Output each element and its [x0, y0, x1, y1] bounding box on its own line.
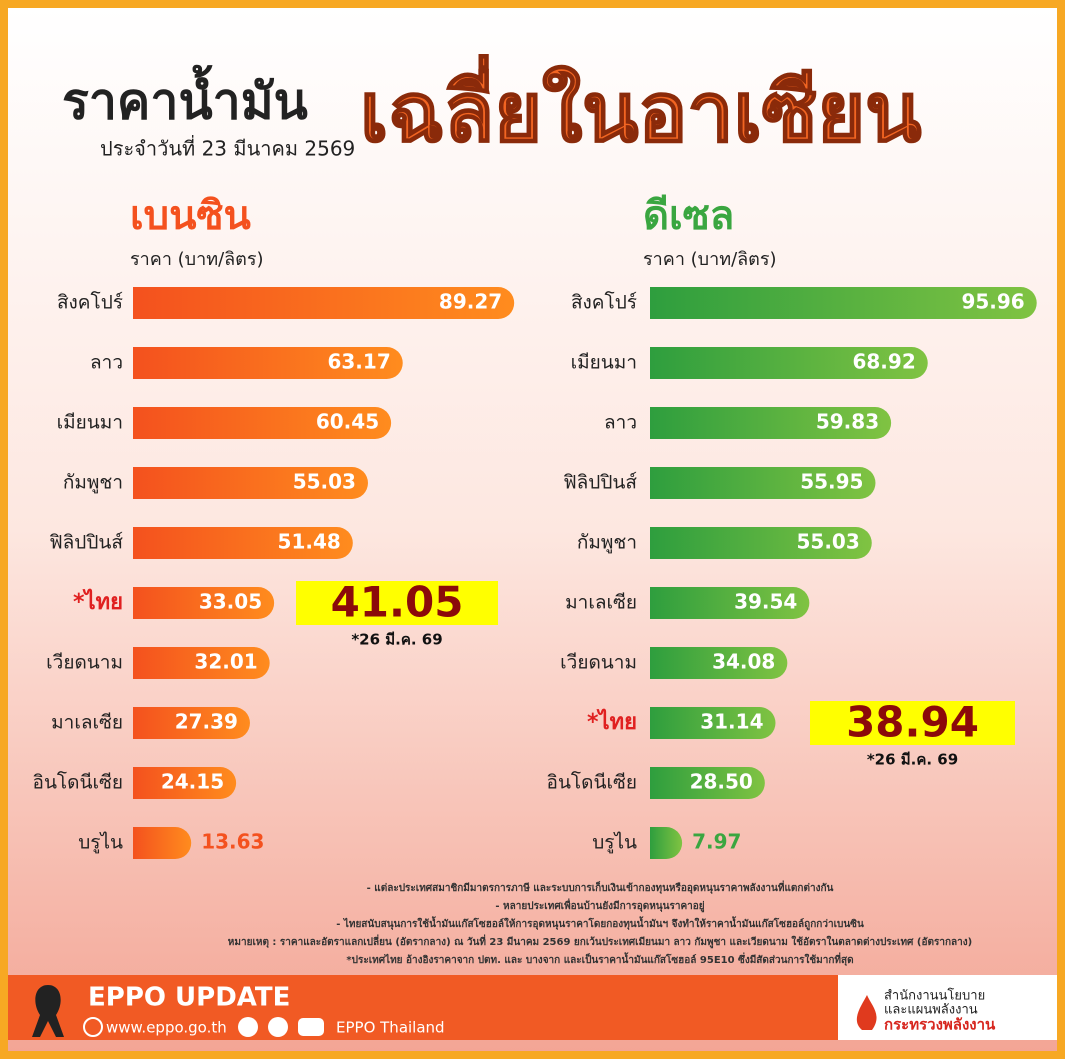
- category-label: บรูไน: [78, 832, 123, 854]
- value-label: 33.05: [199, 590, 262, 614]
- category-label: เวียดนาม: [560, 652, 637, 674]
- chart-subtitle: ราคา (บาท/ลิตร): [643, 249, 777, 270]
- category-label: เมียนมา: [571, 352, 637, 374]
- value-label: 27.39: [175, 710, 238, 734]
- category-label: เมียนมา: [57, 412, 123, 434]
- footer-logo-area: [838, 975, 1057, 1040]
- bar: [650, 827, 683, 859]
- chart-title: เบนซิน: [130, 193, 251, 239]
- highlight-box: [296, 581, 498, 625]
- title-right: เฉลี่ยในอาเซียน: [360, 54, 921, 160]
- bar: [650, 647, 788, 679]
- value-label: 24.15: [161, 770, 224, 794]
- highlight-value: 38.94: [846, 698, 979, 747]
- chart-title: ดีเซล: [643, 193, 734, 239]
- bar: [133, 347, 403, 379]
- category-label: สิงคโปร์: [571, 291, 637, 314]
- date: ประจำวันที่ 23 มีนาคม 2569: [100, 135, 355, 161]
- note-line: - ไทยสนับสนุนการใช้น้ำมันแก๊สโซฮอล์ให้กา…: [336, 916, 864, 931]
- bar: [133, 527, 353, 559]
- org-line2: และแผนพลังงาน: [884, 1003, 978, 1018]
- bar: [650, 707, 776, 739]
- bar: [133, 467, 368, 499]
- bar: [133, 407, 392, 439]
- value-label: 13.63: [201, 830, 264, 854]
- value-label: 32.01: [194, 650, 257, 674]
- org-logo: [856, 995, 877, 1030]
- bar: [650, 347, 928, 379]
- note-line: - หลายประเทศเพื่อนบ้านยังมีการอุดหนุนราค…: [495, 898, 704, 913]
- facebook-icon[interactable]: [238, 1017, 258, 1037]
- highlight-note: *26 มี.ค. 69: [867, 751, 958, 769]
- value-label: 68.92: [852, 350, 915, 374]
- bar: [650, 767, 765, 799]
- value-label: 28.50: [690, 770, 753, 794]
- bar: [133, 707, 250, 739]
- value-label: 34.08: [712, 650, 775, 674]
- category-label: มาเลเซีย: [51, 712, 123, 734]
- value-label: 59.83: [816, 410, 879, 434]
- bar: [650, 467, 876, 499]
- category-label: ฟิลิปปินส์: [49, 532, 123, 554]
- category-label: ลาว: [90, 352, 123, 374]
- highlight-note: *26 มี.ค. 69: [351, 631, 442, 649]
- twitter-icon[interactable]: [268, 1017, 288, 1037]
- bar: [133, 587, 275, 619]
- value-label: 39.54: [734, 590, 797, 614]
- bar: [133, 647, 270, 679]
- bar: [133, 827, 192, 859]
- category-label: *ไทย: [73, 588, 123, 615]
- org-line3: กระทรวงพลังงาน: [884, 1016, 996, 1034]
- note-line: - แต่ละประเทศสมาชิกมีมาตรการภาษี และระบบ…: [367, 880, 834, 894]
- title-left: ราคาน้ำมัน: [62, 65, 308, 131]
- chart-subtitle: ราคา (บาท/ลิตร): [130, 249, 264, 270]
- note-line: *ประเทศไทย อ้างอิงราคาจาก ปตท. และ บางจา…: [346, 952, 853, 966]
- value-label: 55.03: [797, 530, 860, 554]
- value-label: 63.17: [327, 350, 390, 374]
- category-label: อินโดนีเซีย: [33, 771, 123, 794]
- category-label: มาเลเซีย: [565, 592, 637, 614]
- category-label: ฟิลิปปินส์: [563, 472, 637, 494]
- bar: [650, 527, 872, 559]
- bar: [133, 767, 237, 799]
- category-label: กัมพูชา: [577, 532, 637, 554]
- value-label: 51.48: [278, 530, 341, 554]
- value-label: 55.95: [800, 470, 863, 494]
- value-label: 55.03: [293, 470, 356, 494]
- category-label: เวียดนาม: [46, 652, 123, 674]
- category-label: ลาว: [604, 412, 637, 434]
- highlight-box: [810, 701, 1015, 745]
- highlight-value: 41.05: [331, 578, 464, 627]
- category-label: *ไทย: [587, 708, 637, 735]
- notes: - แต่ละประเทศสมาชิกมีมาตรการภาษี และระบบ…: [228, 880, 972, 966]
- value-label: 31.14: [700, 710, 763, 734]
- note-line: หมายเหตุ : ราคาและอัตราแลกเปลี่ยน (อัตรา…: [228, 934, 972, 949]
- category-label: กัมพูชา: [63, 472, 123, 494]
- bar: [650, 287, 1037, 319]
- category-label: สิงคโปร์: [57, 291, 123, 314]
- value-label: 89.27: [439, 290, 502, 314]
- org-line1: สำนักงานนโยบาย: [884, 988, 985, 1004]
- category-label: บรูไน: [592, 832, 637, 854]
- bar: [650, 587, 810, 619]
- footer-band: [8, 975, 838, 1040]
- value-label: 7.97: [692, 830, 741, 854]
- bar: [650, 407, 892, 439]
- ribbon-icon: [32, 985, 64, 1037]
- value-label: 95.96: [961, 290, 1024, 314]
- footer-website: www.eppo.go.th: [106, 1019, 227, 1037]
- value-label: 60.45: [316, 410, 379, 434]
- globe-icon: [83, 1017, 103, 1037]
- footer-brand: EPPO UPDATE: [88, 983, 290, 1013]
- youtube-icon[interactable]: [298, 1018, 324, 1036]
- bar: [133, 287, 515, 319]
- footer-social: EPPO Thailand: [336, 1019, 445, 1037]
- category-label: อินโดนีเซีย: [547, 771, 637, 794]
